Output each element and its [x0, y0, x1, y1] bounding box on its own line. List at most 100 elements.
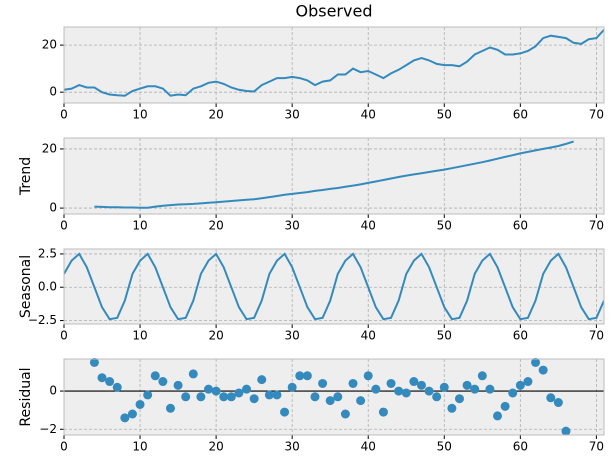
point: [538, 365, 548, 375]
point: [143, 390, 153, 400]
point: [242, 384, 252, 394]
x-tick-label: 50: [437, 329, 452, 343]
y-axis-label: Trend: [18, 157, 34, 196]
x-tick-label: 30: [285, 440, 300, 454]
point: [280, 407, 290, 417]
plot-frame: [63, 358, 605, 436]
x-tick-label: 40: [361, 219, 376, 233]
x-tick-label: 70: [589, 108, 604, 122]
x-tick-label: 20: [208, 329, 223, 343]
x-tick-label: 0: [60, 219, 68, 233]
point: [340, 409, 350, 419]
y-tick-label: 0: [49, 85, 57, 99]
x-tick-label: 60: [513, 329, 528, 343]
point: [249, 394, 259, 404]
point: [181, 392, 191, 402]
plot-frame: [63, 137, 605, 215]
x-tick-label: 60: [513, 108, 528, 122]
point: [378, 407, 388, 417]
y-tick-label: −2: [39, 422, 57, 436]
point: [318, 378, 328, 388]
point: [439, 382, 449, 392]
point: [173, 380, 183, 390]
x-tick-label: 20: [208, 219, 223, 233]
point: [257, 375, 267, 385]
y-axis-label: Seasonal: [18, 255, 34, 318]
point: [508, 388, 518, 398]
point: [333, 392, 343, 402]
x-tick-label: 70: [589, 219, 604, 233]
point: [105, 377, 115, 387]
point: [287, 382, 297, 392]
point: [325, 396, 335, 406]
x-tick-label: 30: [285, 329, 300, 343]
x-tick-label: 50: [437, 440, 452, 454]
point: [546, 393, 556, 403]
x-tick-label: 10: [132, 440, 147, 454]
point: [523, 377, 533, 387]
x-tick-label: 0: [60, 329, 68, 343]
plot-frame: [63, 248, 605, 325]
x-tick-label: 60: [513, 440, 528, 454]
y-tick-label: 0.0: [38, 280, 57, 294]
point: [158, 377, 168, 387]
point: [150, 371, 160, 381]
point: [264, 390, 274, 400]
point: [363, 371, 373, 381]
point: [462, 380, 472, 390]
point: [371, 384, 381, 394]
point: [409, 377, 419, 387]
y-tick-label: 0: [49, 384, 57, 398]
x-tick-label: 0: [60, 108, 68, 122]
x-tick-label: 30: [285, 219, 300, 233]
point: [127, 409, 137, 419]
point: [477, 371, 487, 381]
y-tick-label: −2.5: [28, 313, 57, 327]
point: [432, 392, 442, 402]
point: [553, 398, 563, 408]
point: [120, 413, 130, 423]
x-tick-label: 50: [437, 219, 452, 233]
y-tick-label: 2.5: [38, 246, 57, 260]
y-axis-label: Residual: [18, 367, 34, 426]
point: [401, 388, 411, 398]
point: [356, 396, 366, 406]
point: [219, 392, 229, 402]
plot-area: [64, 138, 604, 214]
x-tick-label: 10: [132, 108, 147, 122]
x-tick-label: 10: [132, 329, 147, 343]
point: [165, 403, 175, 413]
point: [394, 386, 404, 396]
point: [500, 401, 510, 411]
y-tick-label: 20: [42, 38, 57, 52]
plot-area: [64, 27, 604, 103]
point: [310, 392, 320, 402]
x-tick-label: 40: [361, 329, 376, 343]
y-tick-label: 20: [42, 141, 57, 155]
point: [561, 426, 571, 436]
point: [211, 386, 221, 396]
point: [348, 378, 358, 388]
point: [234, 388, 244, 398]
point: [302, 371, 312, 381]
point: [515, 380, 525, 390]
x-tick-label: 20: [208, 440, 223, 454]
x-tick-label: 30: [285, 108, 300, 122]
point: [188, 369, 198, 379]
x-tick-label: 20: [208, 108, 223, 122]
point: [454, 394, 464, 404]
series-line: [94, 140, 574, 209]
point: [295, 371, 305, 381]
x-tick-label: 50: [437, 108, 452, 122]
point: [272, 390, 282, 400]
plot-frame: [63, 26, 605, 104]
x-tick-label: 60: [513, 219, 528, 233]
chart-title: Observed: [296, 2, 373, 21]
x-tick-label: 0: [60, 440, 68, 454]
x-tick-label: 40: [361, 108, 376, 122]
point: [470, 384, 480, 394]
x-tick-label: 10: [132, 219, 147, 233]
x-tick-label: 70: [589, 329, 604, 343]
x-tick-label: 40: [361, 440, 376, 454]
